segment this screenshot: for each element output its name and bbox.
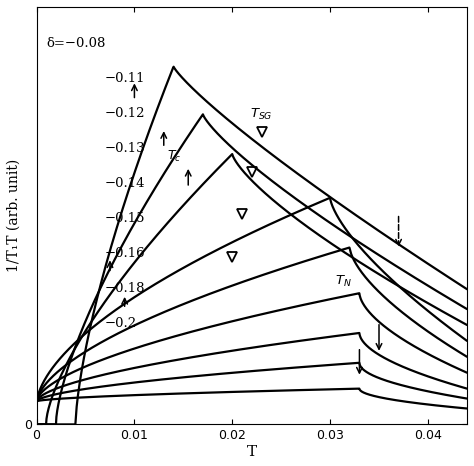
Text: $T_{SG}$: $T_{SG}$: [250, 107, 273, 122]
Y-axis label: 1/T₁T (arb. unit): 1/T₁T (arb. unit): [7, 159, 21, 272]
Text: δ=−0.08: δ=−0.08: [46, 37, 106, 50]
Text: −0.15: −0.15: [105, 212, 146, 225]
Text: −0.18: −0.18: [105, 281, 146, 295]
Text: −0.11: −0.11: [105, 72, 146, 85]
Text: −0.12: −0.12: [105, 107, 146, 120]
Text: −0.14: −0.14: [105, 177, 146, 190]
Text: −0.13: −0.13: [105, 142, 146, 155]
X-axis label: T: T: [247, 445, 257, 459]
Text: −0.2: −0.2: [105, 317, 137, 329]
Text: $T_c$: $T_c$: [167, 149, 182, 164]
Text: $T_N$: $T_N$: [335, 274, 352, 289]
Text: −0.16: −0.16: [105, 247, 146, 260]
